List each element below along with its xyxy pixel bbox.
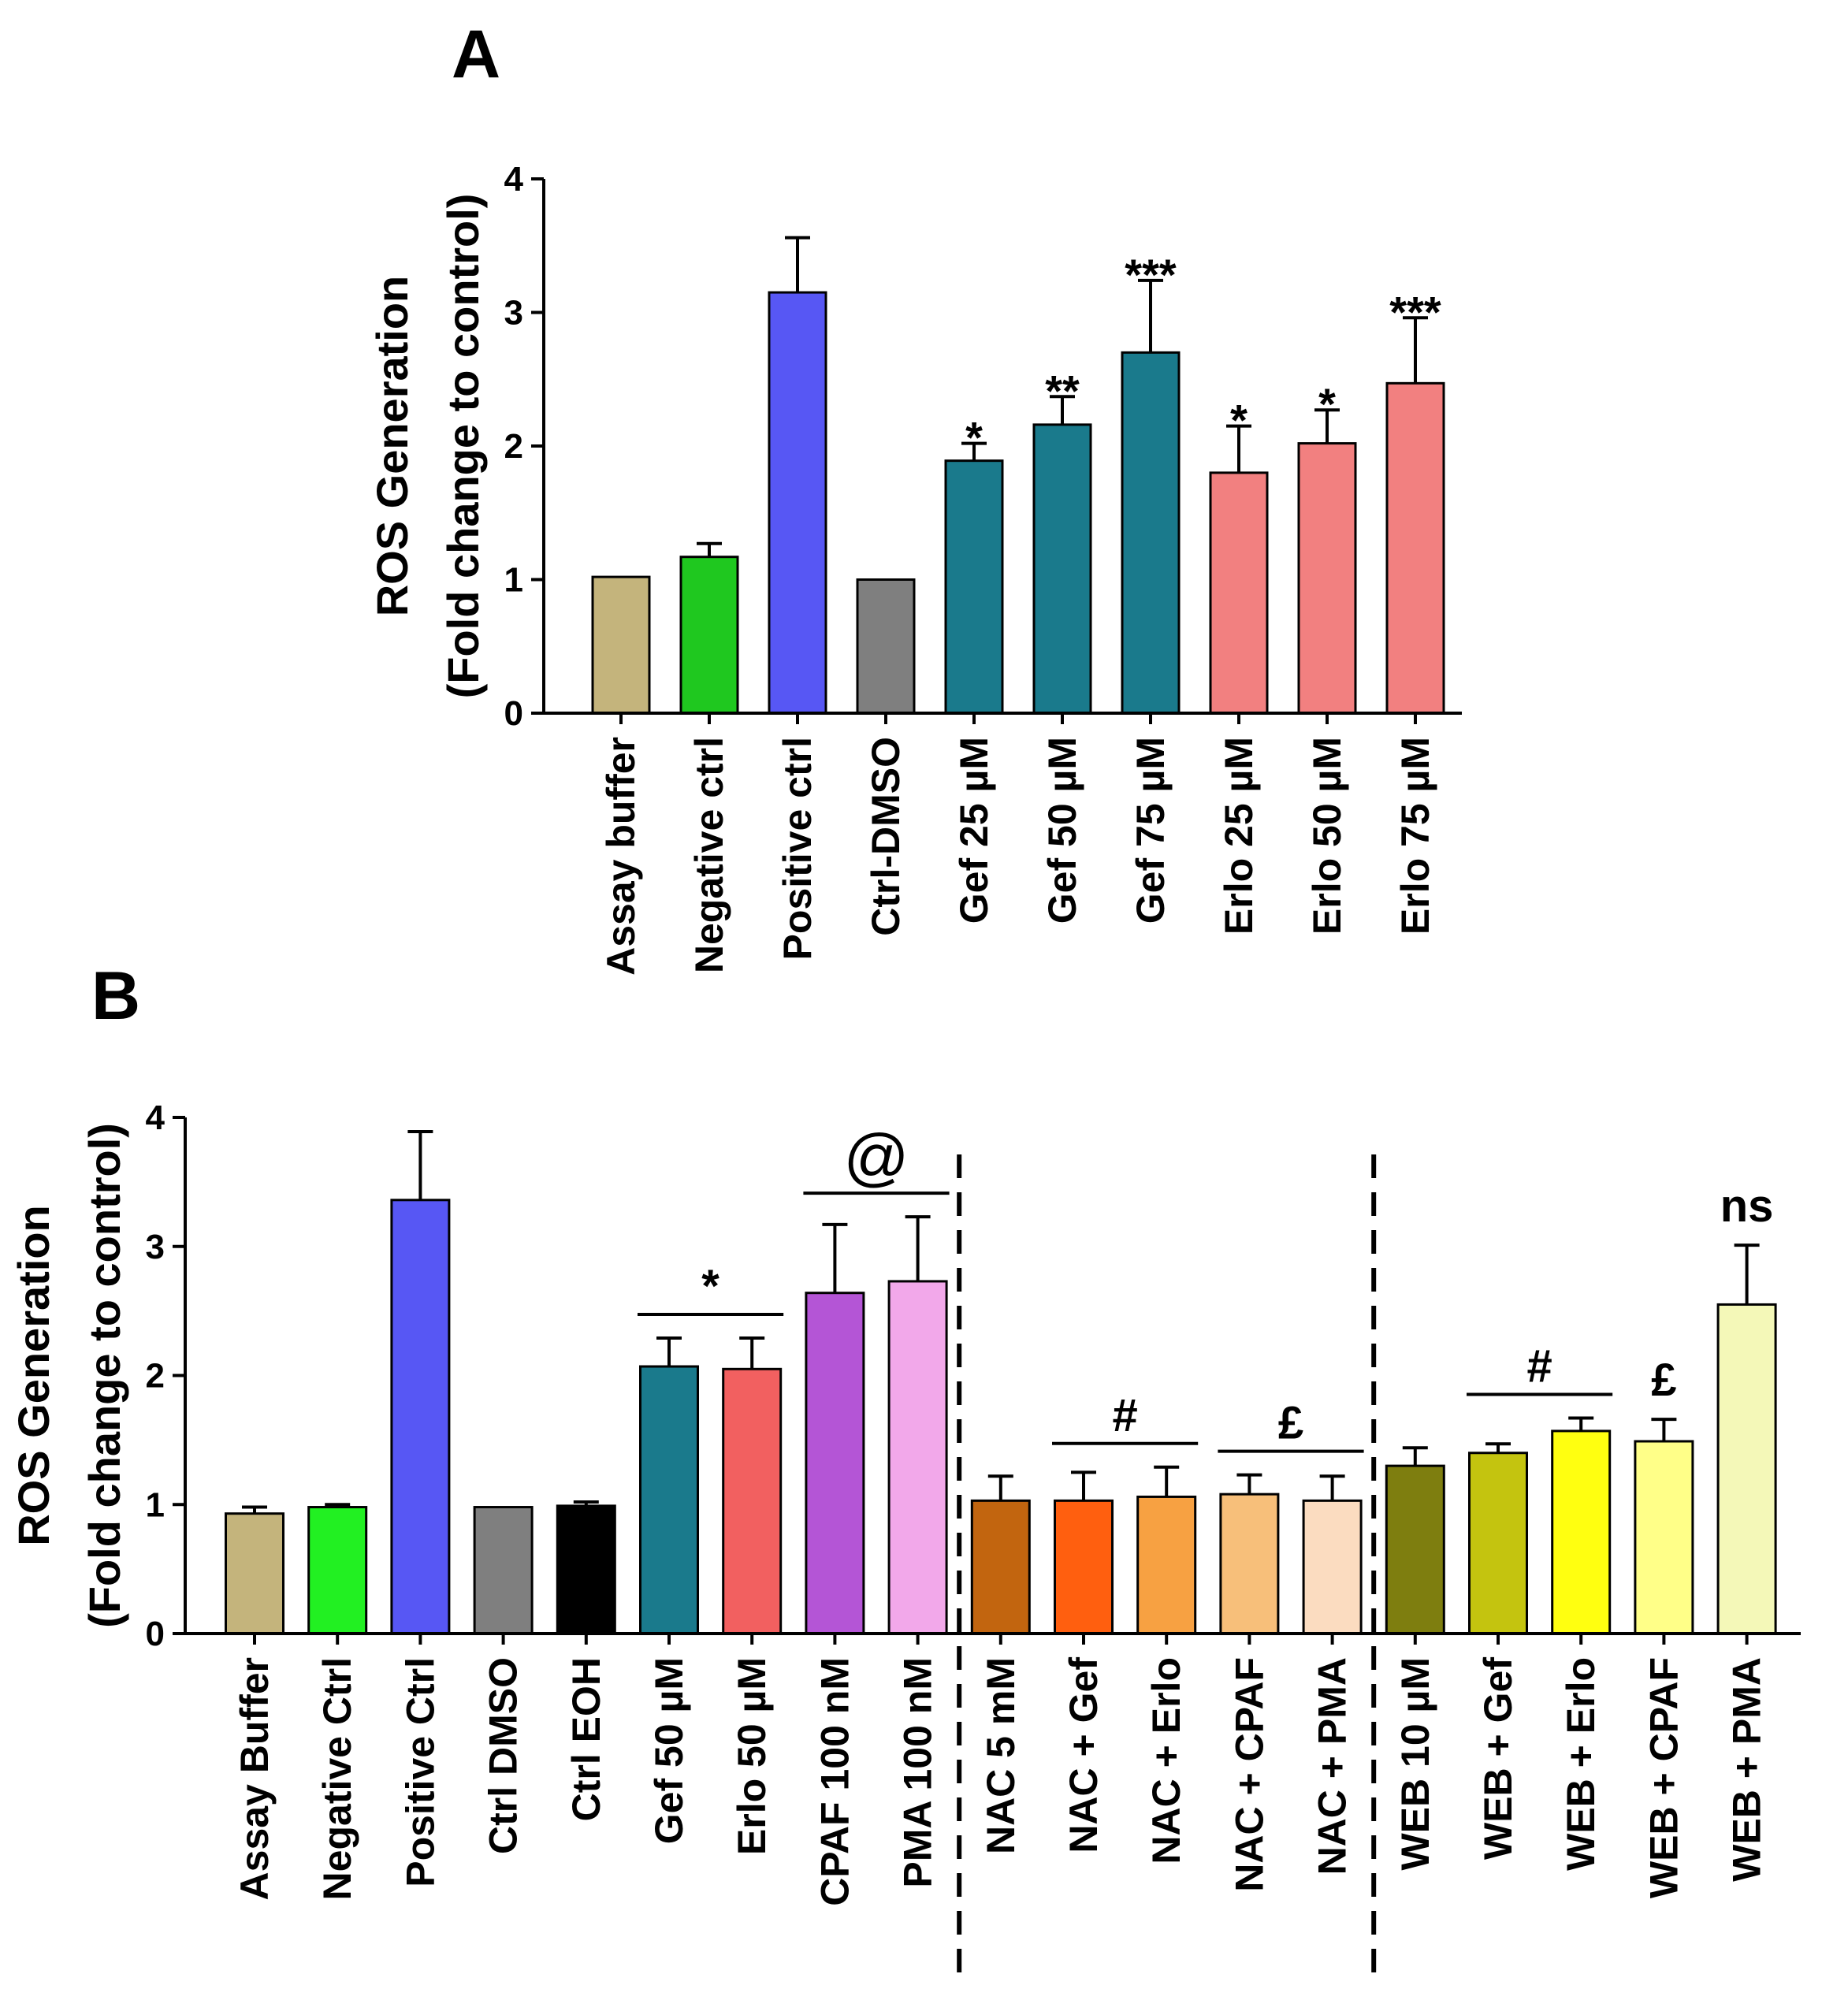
chartA-significance-9: ***	[1389, 287, 1441, 336]
chartB-category-label-14: WEB 10 µM	[1393, 1657, 1437, 1871]
chartB-category-label-15: WEB + Gef	[1476, 1657, 1520, 1860]
panel-b-letter: B	[91, 958, 140, 1034]
chartA-significance-6: ***	[1125, 250, 1177, 299]
chartA-bar-0	[591, 575, 651, 715]
chartB-group-label-2: #	[1112, 1390, 1137, 1441]
chartB-bar-12	[1219, 1493, 1280, 1635]
chartB-category-label-8: PMA 100 nM	[896, 1657, 940, 1888]
chartB-y-tick-label-0: 0	[146, 1615, 165, 1653]
chartB-bar-16	[1551, 1429, 1612, 1635]
chartA-y-tick-label-4: 4	[504, 160, 524, 199]
chartA-y-tick-label-0: 0	[504, 694, 523, 733]
chartB-bar-7	[805, 1292, 865, 1635]
chartA-category-label-0: Assay buffer	[599, 737, 643, 976]
chartB-y-tick-label-4: 4	[146, 1099, 165, 1137]
chartB-bar-5	[639, 1365, 699, 1635]
chartA-y-axis-label-0: ROS Generation	[367, 276, 417, 617]
chartA-significance-4: *	[965, 413, 983, 463]
chartB-category-label-11: NAC + Erlo	[1144, 1657, 1188, 1864]
chartA-category-label-6: Gef 75 µM	[1129, 737, 1173, 924]
chartB-category-label-6: Erlo 50 µM	[730, 1657, 774, 1855]
chartB-category-label-12: NAC + CPAF	[1227, 1657, 1271, 1892]
chartB-category-label-0: Assay Buffer	[232, 1657, 277, 1900]
chartA-bar-8	[1297, 442, 1357, 715]
chart-a: 0 1 2 3 4 Assay buffer Negative ctrl Positive c…	[367, 160, 1462, 976]
chartA-category-label-2: Positive ctrl	[775, 737, 820, 960]
chartB-bar-17	[1634, 1440, 1694, 1635]
chartB-bar-11	[1136, 1495, 1197, 1635]
chartA-y-tick-label-3: 3	[504, 294, 523, 333]
chartA-category-label-7: Erlo 25 µM	[1217, 737, 1261, 935]
chartB-group-label-1: @	[843, 1121, 909, 1193]
chartA-bar-3	[856, 578, 916, 715]
chartB-bar-13	[1302, 1499, 1363, 1635]
chartB-bar-14	[1385, 1464, 1445, 1635]
chartB-y-axis-label-1: (Fold change to control)	[80, 1123, 129, 1628]
chartB-bar-15	[1468, 1452, 1528, 1635]
chartA-bar-2	[768, 291, 827, 715]
chartB-y-tick-label-2: 2	[146, 1357, 165, 1396]
chartB-bar-label-1: ns	[1720, 1180, 1774, 1232]
chartB-y-tick-label-3: 3	[146, 1228, 165, 1266]
chartA-significance-7: *	[1230, 396, 1247, 445]
chartA-y-tick-label-2: 2	[504, 427, 523, 466]
chartA-bar-9	[1385, 381, 1445, 715]
chartB-category-label-9: NAC 5 mM	[979, 1657, 1023, 1854]
chartB-bar-3	[473, 1506, 534, 1635]
chartB-bar-label-0: £	[1651, 1355, 1676, 1406]
chartB-bar-9	[970, 1499, 1031, 1635]
chartB-category-label-10: NAC + Gef	[1062, 1657, 1106, 1853]
chartB-category-label-5: Gef 50 µM	[647, 1657, 691, 1844]
chartB-bar-10	[1054, 1499, 1114, 1635]
chartB-y-axis-label-0: ROS Generation	[9, 1205, 58, 1546]
chartB-category-label-17: WEB + CPAF	[1642, 1657, 1686, 1898]
chartA-category-label-1: Negative ctrl	[687, 737, 731, 973]
chartA-category-label-8: Erlo 50 µM	[1305, 737, 1349, 935]
chartB-bar-18	[1716, 1303, 1777, 1635]
chartB-group-label-0: *	[701, 1261, 719, 1312]
chartB-y-tick-label-1: 1	[146, 1485, 165, 1524]
chartB-group-label-4: #	[1526, 1341, 1552, 1392]
chartB-category-label-4: Ctrl EOH	[564, 1657, 608, 1821]
chartA-bar-5	[1032, 423, 1092, 715]
chartA-bar-1	[679, 556, 739, 715]
chartA-bar-4	[944, 459, 1004, 715]
chart-b: 0 1 2 3 4 Assay Buffer Negative Ctrl Positive C…	[9, 1099, 1801, 1982]
chartB-bar-6	[722, 1367, 783, 1635]
chartA-category-label-5: Gef 50 µM	[1040, 737, 1084, 924]
chartB-group-label-3: £	[1278, 1398, 1303, 1449]
chartA-bar-7	[1209, 471, 1269, 715]
chartB-category-label-16: WEB + Erlo	[1559, 1657, 1603, 1871]
chartA-y-axis-label-1: (Fold change to control)	[438, 194, 488, 699]
chartA-bar-6	[1121, 351, 1181, 715]
chartB-category-label-7: CPAF 100 nM	[812, 1657, 857, 1906]
chartB-bar-4	[556, 1504, 616, 1635]
chartA-category-label-3: Ctrl-DMSO	[864, 737, 908, 936]
chartB-category-label-18: WEB + PMA	[1725, 1657, 1769, 1882]
panel-a-letter: A	[452, 17, 500, 92]
chartB-category-label-3: Ctrl DMSO	[482, 1657, 526, 1854]
chartB-category-label-2: Positive Ctrl	[398, 1657, 442, 1887]
chartB-category-label-13: NAC + PMA	[1311, 1657, 1355, 1875]
chartB-bar-8	[887, 1280, 948, 1635]
chartA-y-tick-label-1: 1	[504, 561, 523, 600]
chartA-category-label-9: Erlo 75 µM	[1393, 737, 1437, 935]
chartA-category-label-4: Gef 25 µM	[952, 737, 996, 924]
chartB-bar-2	[390, 1199, 451, 1635]
chartA-significance-8: *	[1318, 379, 1336, 429]
chartB-category-label-1: Negative Ctrl	[315, 1657, 359, 1900]
chartA-significance-5: **	[1045, 366, 1080, 415]
chartB-bar-0	[225, 1512, 284, 1635]
chartB-bar-1	[307, 1506, 368, 1635]
